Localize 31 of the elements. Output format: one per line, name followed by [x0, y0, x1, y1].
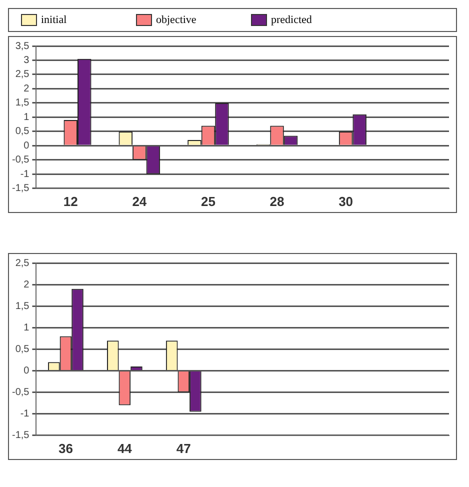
y-tick-label: 1 [24, 322, 30, 334]
legend-label: predicted [271, 14, 312, 26]
y-tick-label: 3 [24, 54, 30, 66]
y-tick-label: 0 [24, 366, 30, 376]
x-tick-label: 12 [63, 194, 78, 209]
y-tick-label: 2,5 [15, 69, 30, 80]
x-tick-label: 25 [200, 194, 216, 209]
x-tick-label: 24 [132, 194, 148, 209]
x-tick-label: 30 [338, 194, 354, 209]
y-tick-label: -1 [20, 408, 30, 420]
y-tick-label: 0 [24, 140, 30, 152]
y-tick-label: -1,5 [12, 183, 30, 194]
y-tick-label: 2,5 [15, 258, 30, 269]
x-tick-label: 47 [176, 440, 191, 456]
y-tick-label: 2 [24, 83, 30, 94]
y-tick-label: -1,5 [12, 430, 30, 442]
y-tick-label: 2 [24, 279, 30, 290]
x-tick-label: 44 [117, 440, 133, 456]
x-tick-label: 36 [58, 440, 73, 456]
legend-label: objective [156, 14, 196, 26]
y-tick-label: 1,5 [15, 98, 30, 109]
legend-label: initial [41, 14, 67, 26]
y-tick-label: 3,5 [15, 40, 30, 52]
y-tick-label: -0,5 [12, 154, 30, 166]
x-tick-label: 28 [270, 194, 284, 209]
y-tick-label: 0,5 [15, 344, 30, 355]
y-tick-label: -0,5 [12, 387, 30, 398]
y-tick-label: -1 [20, 168, 30, 180]
y-tick-label: 0,5 [15, 126, 30, 138]
y-tick-label: 1,5 [15, 300, 30, 312]
y-tick-label: 1 [24, 112, 30, 123]
